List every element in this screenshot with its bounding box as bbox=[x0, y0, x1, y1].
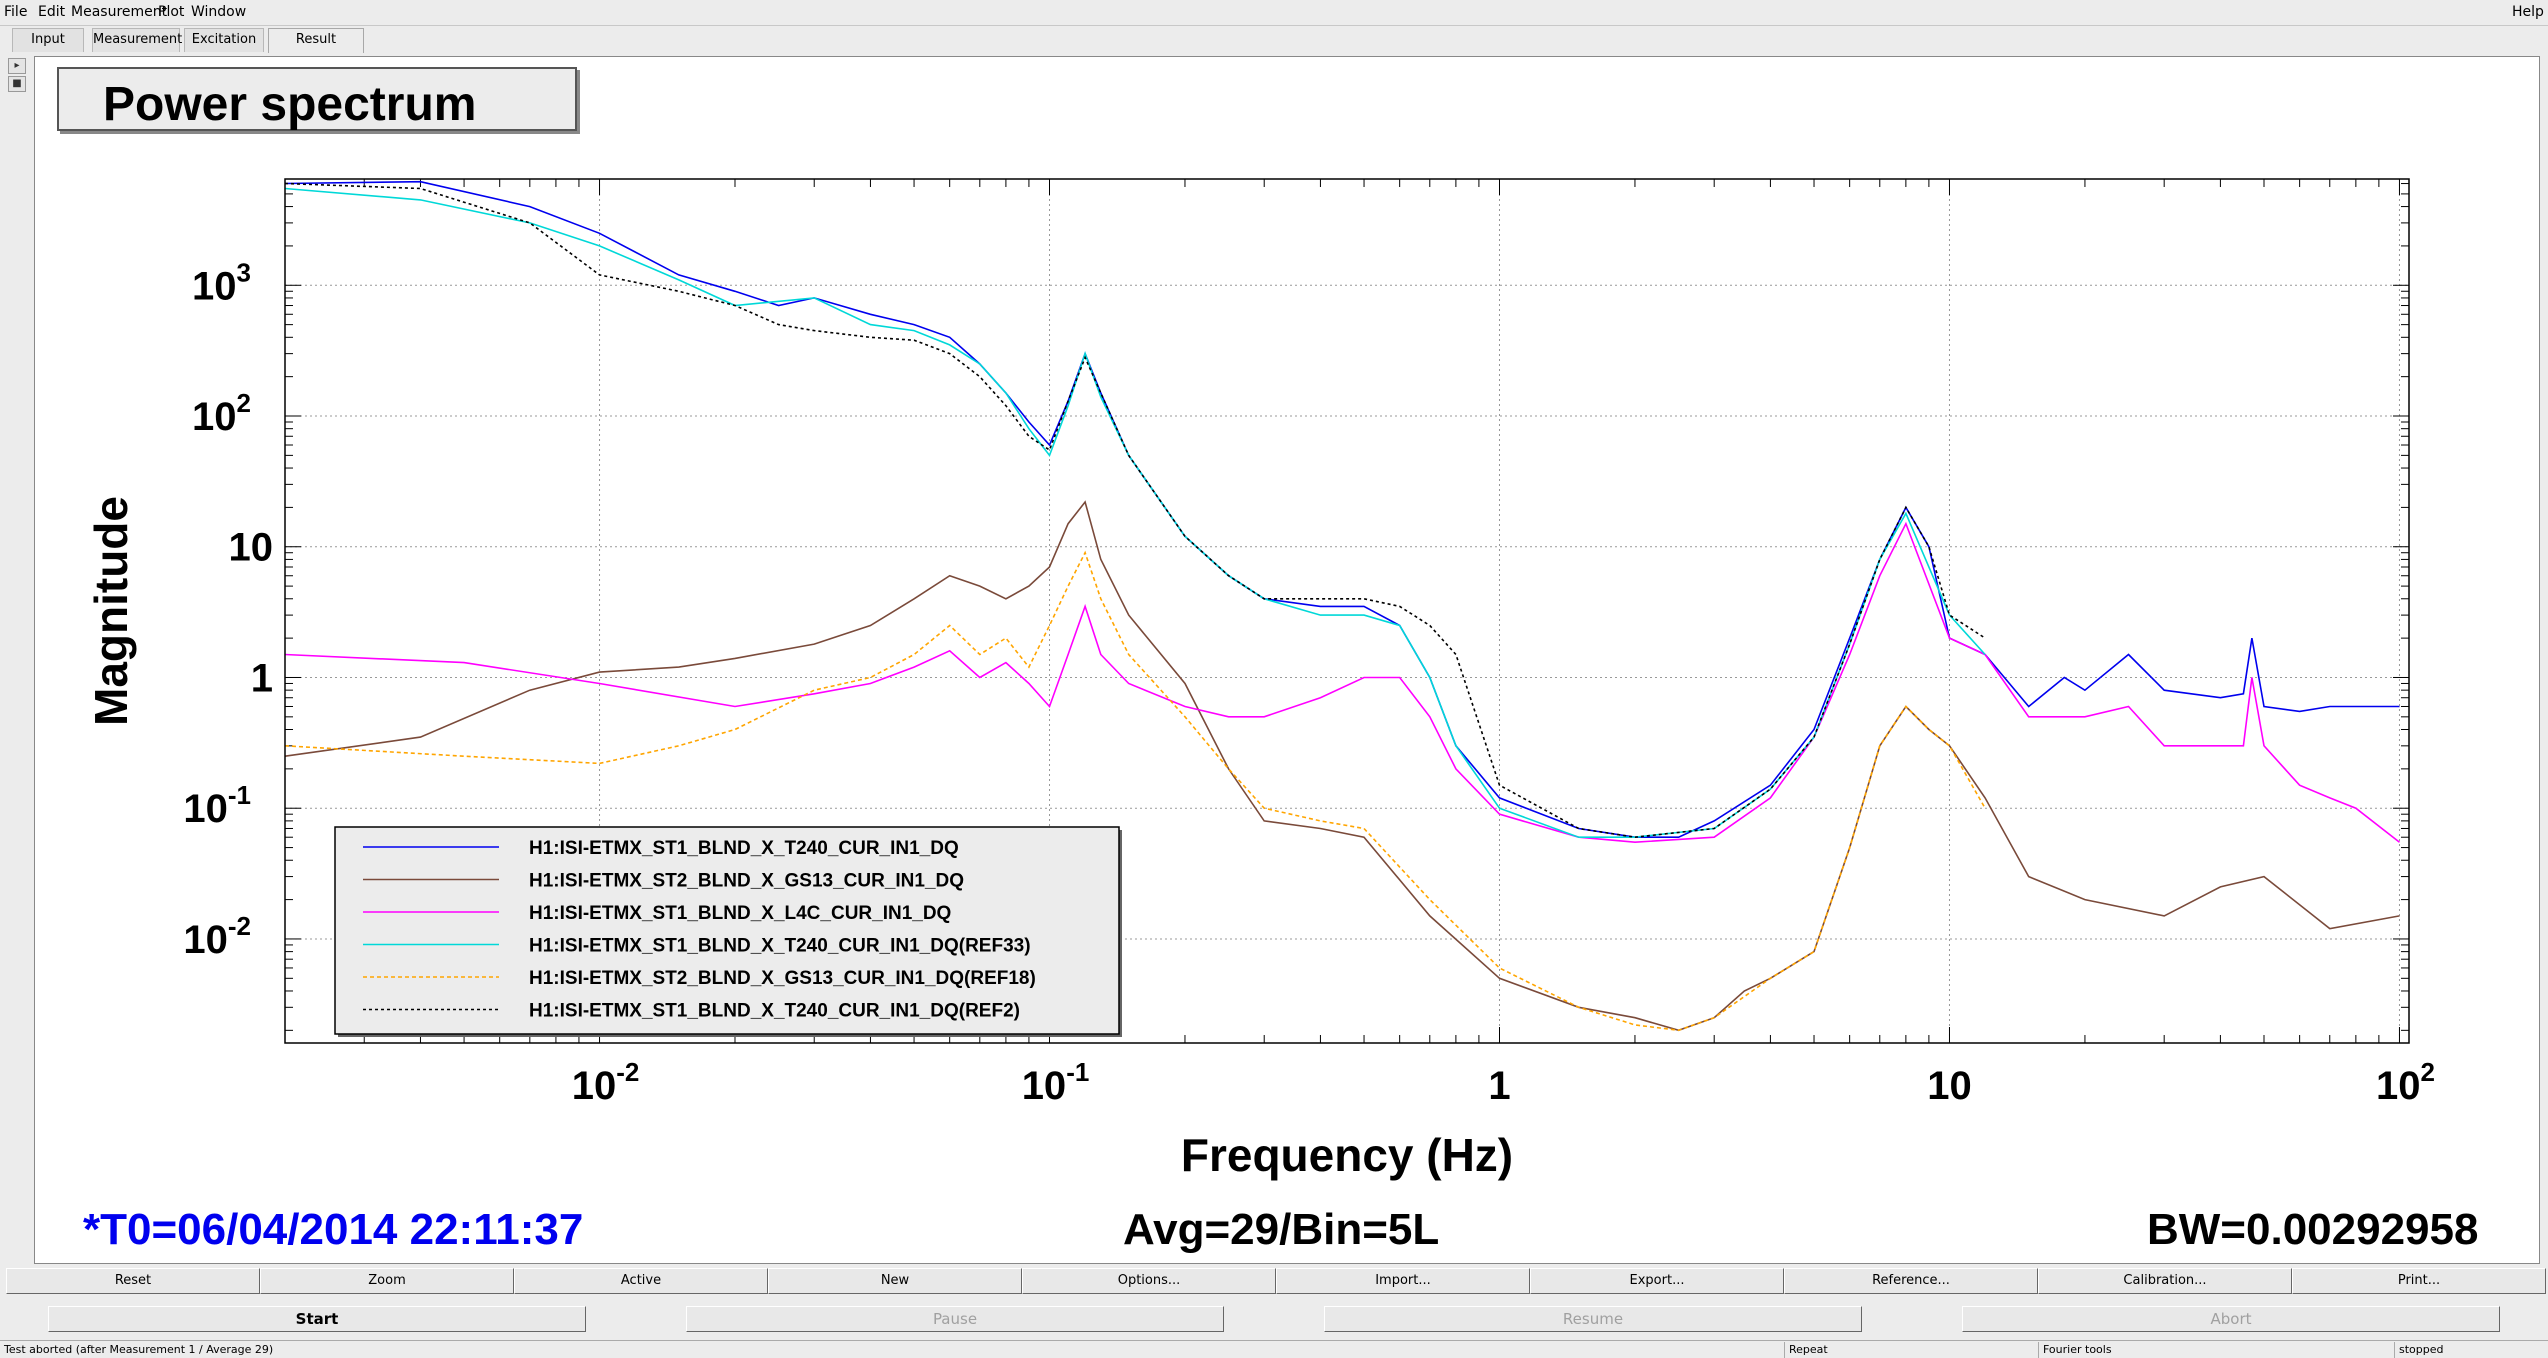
menu-plot[interactable]: Plot bbox=[158, 4, 185, 20]
menu-file[interactable]: File bbox=[4, 4, 28, 20]
y-tick-label: 103 bbox=[192, 257, 251, 308]
pause-button[interactable]: Pause bbox=[686, 1306, 1224, 1332]
plot-panel[interactable]: 10-2 10-1 1 10 102 103 102 10 1 10-1 10-2 Frequency… bbox=[34, 56, 2540, 1264]
x-tick-label: 102 bbox=[2376, 1057, 2435, 1108]
start-button[interactable]: Start bbox=[48, 1306, 586, 1332]
tab-input[interactable]: Input bbox=[12, 28, 84, 52]
abort-button[interactable]: Abort bbox=[1962, 1306, 2500, 1332]
status-state: stopped bbox=[2394, 1342, 2548, 1358]
x-axis-label: Frequency (Hz) bbox=[1181, 1129, 1513, 1181]
tab-bar: Input Measurement Excitation Result bbox=[0, 26, 2548, 54]
legend-label: H1:ISI-ETMX_ST1_BLND_X_T240_CUR_IN1_DQ(R… bbox=[529, 936, 1031, 957]
y-tick-label: 10-2 bbox=[183, 911, 251, 962]
y-tick-label: 102 bbox=[192, 388, 251, 439]
menu-measurement[interactable]: Measurement bbox=[71, 4, 168, 20]
series-line-4 bbox=[284, 187, 1986, 838]
legend-label: H1:ISI-ETMX_ST2_BLND_X_GS13_CUR_IN1_DQ(R… bbox=[529, 968, 1036, 989]
tab-result[interactable]: Result bbox=[268, 28, 364, 53]
y-tick-label: 1 bbox=[251, 656, 273, 700]
x-tick-label: 10-2 bbox=[572, 1057, 640, 1108]
menu-window[interactable]: Window bbox=[191, 4, 247, 20]
series-line-2 bbox=[284, 500, 2400, 1032]
status-tools: Fourier tools bbox=[2038, 1342, 2394, 1358]
legend-label: H1:ISI-ETMX_ST1_BLND_X_L4C_CUR_IN1_DQ bbox=[529, 903, 951, 924]
resume-button[interactable]: Resume bbox=[1324, 1306, 1862, 1332]
calibration-button[interactable]: Calibration... bbox=[2038, 1268, 2292, 1294]
series-line-1 bbox=[284, 180, 2400, 838]
active-button[interactable]: Active bbox=[514, 1268, 768, 1294]
y-axis-label: Magnitude bbox=[85, 496, 137, 726]
y-tick-label: 10 bbox=[229, 526, 274, 570]
series-line-6 bbox=[284, 182, 1986, 839]
status-bar: Test aborted (after Measurement 1 / Aver… bbox=[0, 1340, 2548, 1358]
series-line-5 bbox=[284, 550, 1986, 1032]
plot-toolbar: Reset Zoom Active New Options... Import.… bbox=[0, 1268, 2548, 1294]
x-tick-label: 10 bbox=[1927, 1064, 1972, 1108]
legend: H1:ISI-ETMX_ST1_BLND_X_T240_CUR_IN1_DQ H1… bbox=[334, 826, 1122, 1037]
expand-arrow-icon[interactable]: ▸ bbox=[8, 58, 26, 74]
options-button[interactable]: Options... bbox=[1022, 1268, 1276, 1294]
legend-label: H1:ISI-ETMX_ST1_BLND_X_T240_CUR_IN1_DQ bbox=[529, 838, 959, 859]
zoom-button[interactable]: Zoom bbox=[260, 1268, 514, 1294]
power-spectrum-chart[interactable]: 10-2 10-1 1 10 10210310210110-110-2Frequency… bbox=[35, 57, 2539, 1263]
status-message: Test aborted (after Measurement 1 / Aver… bbox=[4, 1343, 274, 1356]
new-button[interactable]: New bbox=[768, 1268, 1022, 1294]
print-button[interactable]: Print... bbox=[2292, 1268, 2546, 1294]
series-group bbox=[284, 180, 2400, 1032]
series-line-3 bbox=[284, 521, 2400, 844]
legend-label: H1:ISI-ETMX_ST1_BLND_X_T240_CUR_IN1_DQ(R… bbox=[529, 1001, 1020, 1022]
x-tick-label: 1 bbox=[1488, 1064, 1510, 1108]
status-repeat: Repeat bbox=[1784, 1342, 2038, 1358]
plot-frame bbox=[284, 178, 2410, 1044]
axis-ticks bbox=[284, 179, 2409, 1043]
menu-bar: File Edit Measurement Plot Window Help bbox=[0, 0, 2548, 26]
legend-box bbox=[334, 826, 1120, 1035]
reset-button[interactable]: Reset bbox=[6, 1268, 260, 1294]
reference-button[interactable]: Reference... bbox=[1784, 1268, 2038, 1294]
plot-title: Power spectrum bbox=[103, 78, 477, 131]
import-button[interactable]: Import... bbox=[1276, 1268, 1530, 1294]
measurement-controls: Start Pause Resume Abort bbox=[0, 1306, 2548, 1336]
x-tick-label: 10-1 bbox=[1022, 1057, 1090, 1108]
t0-timestamp: *T0=06/04/2014 22:11:37 bbox=[83, 1205, 584, 1254]
bandwidth-label: BW=0.00292958 bbox=[2147, 1205, 2479, 1254]
tab-excitation[interactable]: Excitation bbox=[184, 28, 264, 52]
plot-title-box: Power spectrum bbox=[57, 67, 577, 131]
legend-label: H1:ISI-ETMX_ST2_BLND_X_GS13_CUR_IN1_DQ bbox=[529, 871, 964, 892]
collapse-icon[interactable]: ■ bbox=[8, 76, 26, 92]
tab-measurement[interactable]: Measurement bbox=[92, 28, 182, 52]
menu-edit[interactable]: Edit bbox=[38, 4, 66, 20]
avg-bin-label: Avg=29/Bin=5L bbox=[1123, 1205, 1440, 1254]
export-button[interactable]: Export... bbox=[1530, 1268, 1784, 1294]
y-tick-label: 10-1 bbox=[183, 780, 251, 831]
menu-help[interactable]: Help bbox=[2512, 4, 2544, 20]
